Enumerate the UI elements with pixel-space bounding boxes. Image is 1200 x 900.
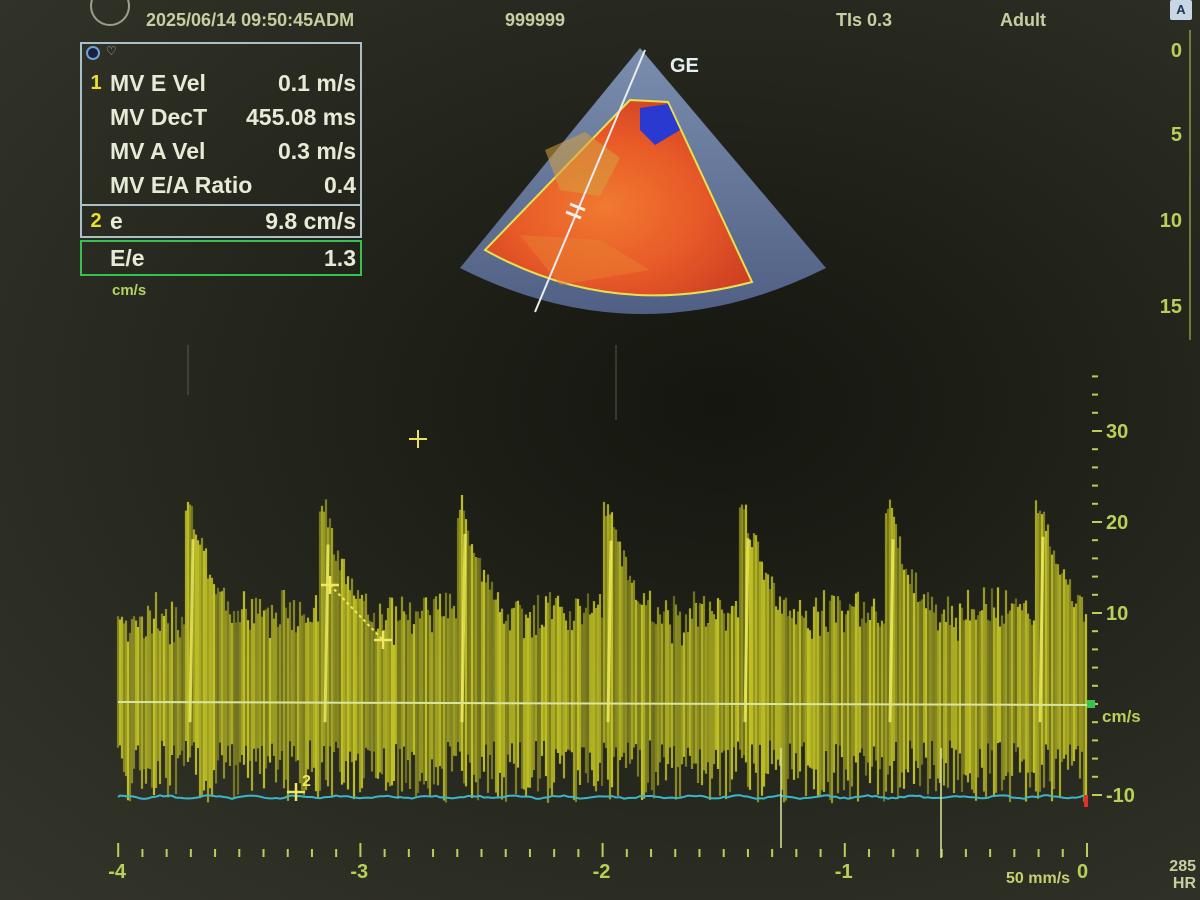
measurement-value: 0.4 xyxy=(324,171,356,198)
sample-gate xyxy=(569,202,586,212)
measurement-label: E/e xyxy=(110,244,145,271)
record-icon xyxy=(86,46,100,60)
exam-datetime: 2025/06/14 09:50:45ADM xyxy=(146,10,355,30)
time-tick-label: -3 xyxy=(350,861,368,883)
tissue-doppler-measurement: 2 e 9.8 cm/s xyxy=(80,204,362,238)
measurement-value: 9.8 cm/s xyxy=(265,207,356,234)
measurement-label: MV E Vel xyxy=(110,69,206,96)
depth-label: 5 xyxy=(1170,124,1182,146)
ratio-measurement: E/e 1.3 xyxy=(80,240,362,276)
baseline-marker xyxy=(1087,700,1095,708)
measurement-label: MV DecT xyxy=(110,103,208,130)
mitral-measurements: 1 MV E Vel 0.1 m/s MV DecT 455.08 ms MV … xyxy=(80,64,362,204)
velocity-tick-label: 10 xyxy=(1106,603,1128,625)
depth-label: 0 xyxy=(1170,40,1182,62)
measurement-row: 2 e 9.8 cm/s xyxy=(82,206,360,236)
annotation-icon[interactable]: A xyxy=(1170,0,1192,20)
tis-index: TIs 0.3 xyxy=(836,10,893,30)
time-tick-label: -4 xyxy=(108,861,127,883)
probe-label: GE xyxy=(670,55,699,77)
heart-icon: ♡ xyxy=(106,44,117,58)
measurement-row: MV DecT 455.08 ms xyxy=(82,100,360,134)
measurement-panel: ♡ 1 MV E Vel 0.1 m/s MV DecT 455.08 ms M… xyxy=(80,42,362,276)
panel-header: ♡ xyxy=(80,42,362,64)
measurement-row: MV A Vel 0.3 m/s xyxy=(82,134,360,168)
velocity-tick-label: -10 xyxy=(1106,785,1135,807)
time-tick-label: -2 xyxy=(593,861,611,883)
heart-rate-label: HR xyxy=(1172,875,1196,892)
ecg-trace xyxy=(117,794,1085,800)
time-axis: -4 -3 -2 -1 0 xyxy=(108,843,1088,883)
measurement-value: 455.08 ms xyxy=(246,103,356,130)
group-index: 2 xyxy=(90,209,102,232)
measurement-value: 1.3 xyxy=(324,244,356,271)
measurement-row: 1 MV E Vel 0.1 m/s xyxy=(82,66,360,100)
depth-label: 15 xyxy=(1159,296,1182,318)
heart-rate: 285 HR xyxy=(1169,858,1196,892)
sector-image: GE xyxy=(460,48,826,314)
measurement-row: MV E/A Ratio 0.4 xyxy=(82,168,360,202)
measurement-value: 0.1 m/s xyxy=(278,69,356,96)
measurement-value: 0.3 m/s xyxy=(278,137,356,164)
group-index: 1 xyxy=(90,71,102,94)
measurement-row: E/e 1.3 xyxy=(82,242,360,274)
time-tick-label: 0 xyxy=(1077,861,1088,883)
zero-baseline xyxy=(117,701,1091,706)
velocity-tick-label: 30 xyxy=(1106,421,1128,443)
velocity-tick-label: 20 xyxy=(1106,512,1128,534)
measurement-label: MV E/A Ratio xyxy=(110,171,253,198)
velocity-scale: 30 20 10 -10 cm/s xyxy=(1092,375,1141,807)
time-tick-label: -1 xyxy=(835,861,853,883)
caliper-index: 2 xyxy=(302,773,311,790)
velocity-unit-top: cm/s xyxy=(112,282,147,299)
heart-rate-value: 285 xyxy=(1169,858,1196,875)
measurement-label: e xyxy=(110,207,123,234)
sweep-speed: 50 mm/s xyxy=(1006,870,1071,887)
preset-mode: Adult xyxy=(1000,10,1046,30)
caliper-markers[interactable]: 2 xyxy=(287,430,427,801)
ecg-marker xyxy=(1084,795,1088,807)
doppler-cursor-line xyxy=(534,49,646,313)
measurement-label: MV A Vel xyxy=(110,137,206,164)
depth-label: 10 xyxy=(1159,210,1182,232)
velocity-unit: cm/s xyxy=(1102,707,1141,726)
patient-id: 999999 xyxy=(505,10,566,30)
